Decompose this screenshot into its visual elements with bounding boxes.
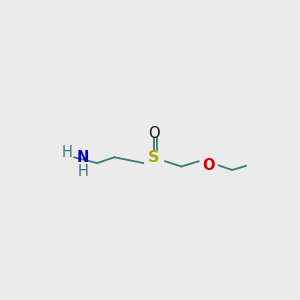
Text: H: H xyxy=(62,145,73,160)
Text: N: N xyxy=(77,150,89,165)
Text: O: O xyxy=(148,125,160,140)
Text: S: S xyxy=(148,150,160,165)
Text: O: O xyxy=(202,158,214,173)
Text: H: H xyxy=(78,164,89,178)
